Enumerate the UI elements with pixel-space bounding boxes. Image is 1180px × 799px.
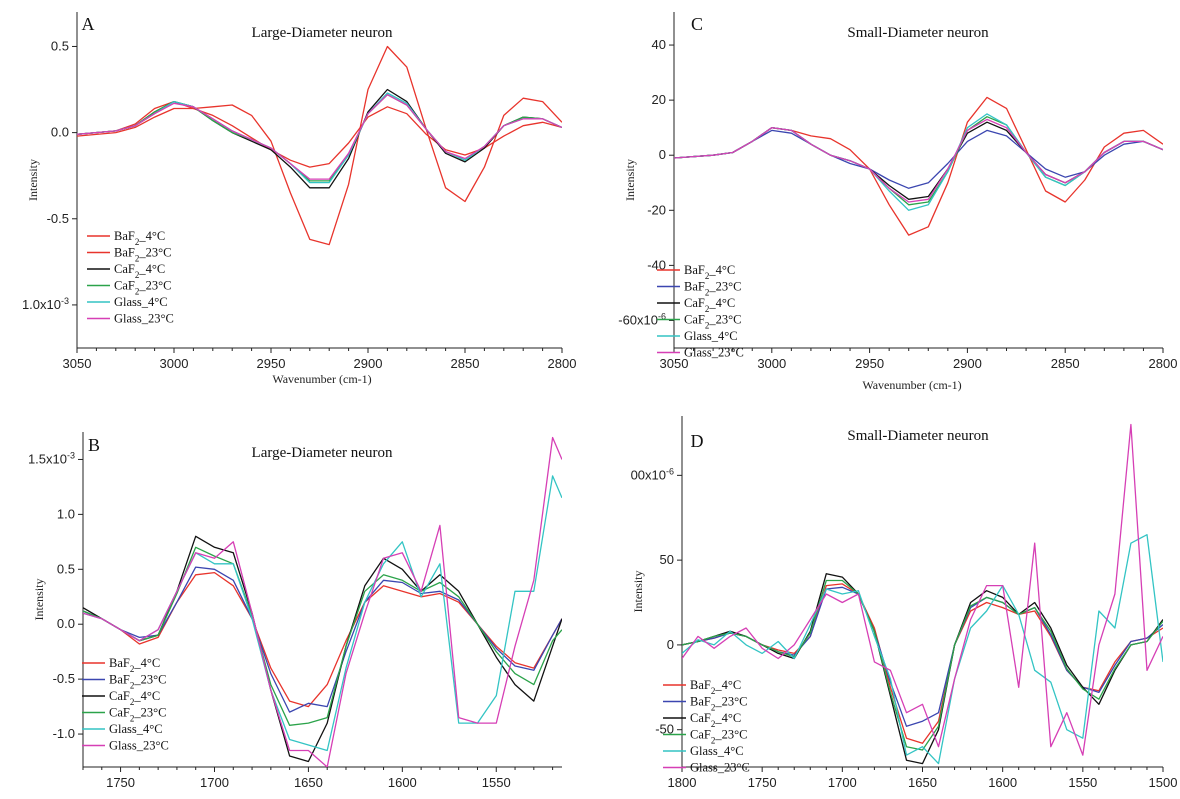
panel-d-legend-label: BaF2_4°C (690, 678, 741, 696)
panel-c-y-tick-label: 0 (659, 147, 666, 162)
panel-a-x-tick-label: 2950 (257, 356, 286, 371)
panel-c-letter: C (691, 14, 703, 34)
panel-b-y-tick-label: 0.5 (57, 561, 75, 576)
panel-d-x-tick-label: 1550 (1068, 775, 1097, 790)
panel-c-y-tick-label: -20 (647, 202, 666, 217)
panel-c-series-line (674, 130, 1163, 188)
panel-a-x-tick-label: 2900 (354, 356, 383, 371)
panel-d-y-tick-label: 50 (660, 552, 674, 567)
panel-a-x-tick-label: 2800 (548, 356, 577, 371)
panel-c-x-tick-label: 2900 (953, 356, 982, 371)
panel-b-y-tick-label: 0.0 (57, 616, 75, 631)
panel-a-legend-label: Glass_23°C (114, 312, 174, 326)
panel-d-legend-label: CaF2_4°C (690, 711, 741, 729)
panel-c-x-tick-label: 2950 (855, 356, 884, 371)
panel-d-title: Small-Diameter neuron (847, 428, 989, 444)
panel-c-series-line (674, 117, 1163, 205)
panel-d-y-tick-label: 00x10-6 (631, 466, 674, 482)
panel-a-y-tick-label: 0.0 (51, 125, 69, 140)
panel-d-x-tick-label: 1700 (828, 775, 857, 790)
panel-c-legend-label: CaF2_4°C (684, 296, 735, 314)
panel-c-legend-label: CaF2_23°C (684, 313, 741, 331)
panel-b-legend-label: BaF2_4°C (109, 656, 160, 674)
panel-c-series-line (674, 114, 1163, 210)
panel-a-legend-label: CaF2_4°C (114, 262, 165, 280)
panel-d-x-tick-label: 1600 (988, 775, 1017, 790)
panel-a-x-tick-label: 3050 (63, 356, 92, 371)
panel-d-y-tick-label: 0 (667, 637, 674, 652)
panel-c-y-tick-label: 40 (652, 37, 666, 52)
panel-a-y-tick-label: -0.5 (47, 211, 69, 226)
panel-b-letter: B (88, 435, 100, 455)
panel-a-x-axis-label: Wavenumber (cm-1) (272, 372, 371, 386)
panel-d-x-tick-label: 1750 (748, 775, 777, 790)
panel-b-legend-label: Glass_23°C (109, 739, 169, 753)
panel-b-legend-label: CaF2_23°C (109, 706, 166, 724)
panel-a-x-tick-label: 2850 (451, 356, 480, 371)
panel-d-x-tick-label: 1650 (908, 775, 937, 790)
panel-a-series-line (77, 95, 562, 181)
panel-b-x-tick-label: 1600 (388, 775, 417, 790)
panel-b-x-tick-label: 1700 (200, 775, 229, 790)
panel-a-x-tick-label: 3000 (160, 356, 189, 371)
panel-d-series-line (682, 574, 1163, 764)
panel-b-legend-label: BaF2_23°C (109, 673, 166, 691)
panel-b-y-tick-label: -1.0 (53, 726, 75, 741)
panel-c-series-line (674, 122, 1163, 199)
panel-c-x-tick-label: 2850 (1051, 356, 1080, 371)
panel-b-y-tick-label: 1.5x10-3 (28, 450, 75, 466)
panel-b-title: Large-Diameter neuron (252, 445, 393, 461)
panel-d-series-line (682, 425, 1163, 756)
panel-c-y-axis-label: Intensity (623, 159, 637, 201)
panel-c-x-axis-label: Wavenumber (cm-1) (862, 378, 961, 392)
panel-d-series-line (682, 584, 1163, 743)
panel-c-legend-label: BaF2_4°C (684, 263, 735, 281)
panel-d-legend-label: CaF2_23°C (690, 728, 747, 746)
panel-b-legend-label: CaF2_4°C (109, 689, 160, 707)
panel-a-series-line (77, 95, 562, 179)
panel-b-x-tick-label: 1650 (294, 775, 323, 790)
panel-c-legend-label: Glass_23°C (684, 346, 744, 360)
panel-d-x-tick-label: 1500 (1149, 775, 1178, 790)
panel-a-legend-label: BaF2_23°C (114, 246, 171, 264)
panel-a-y-tick-label: 1.0x10-3 (22, 296, 69, 312)
panel-a-y-axis-label: Intensity (26, 159, 40, 201)
panel-b-y-axis-label: Intensity (32, 579, 46, 621)
panel-d-y-axis-label: Intensity (631, 571, 645, 613)
panel-a-series-line (77, 90, 562, 188)
panel-d-legend-label: Glass_4°C (690, 744, 744, 758)
panel-a-y-tick-label: 0.5 (51, 38, 69, 53)
panel-a-legend-label: Glass_4°C (114, 295, 168, 309)
panel-a-legend-label: BaF2_4°C (114, 229, 165, 247)
panel-b-x-tick-label: 1750 (106, 775, 135, 790)
panel-a-letter: A (82, 14, 95, 34)
panel-d-letter: D (691, 431, 704, 451)
panel-c-legend-label: BaF2_23°C (684, 280, 741, 298)
panel-c-series-line (674, 119, 1163, 202)
panel-c-title: Small-Diameter neuron (847, 25, 989, 41)
panel-d-legend-label: Glass_23°C (690, 761, 750, 775)
panel-c-y-tick-label: 20 (652, 92, 666, 107)
panel-a-legend-label: CaF2_23°C (114, 279, 171, 297)
panel-d-series-line (682, 581, 1163, 751)
panel-c-legend-label: Glass_4°C (684, 329, 738, 343)
panel-d-x-tick-label: 1800 (668, 775, 697, 790)
panel-d-legend-label: BaF2_23°C (690, 695, 747, 713)
panel-c-x-tick-label: 3000 (757, 356, 786, 371)
panel-c-x-tick-label: 2800 (1149, 356, 1178, 371)
panel-d-series-line (682, 535, 1163, 764)
panel-b-y-tick-label: 1.0 (57, 506, 75, 521)
panel-b-legend-label: Glass_4°C (109, 722, 163, 736)
panel-a-series-line (77, 93, 562, 183)
panel-a-title: Large-Diameter neuron (252, 25, 393, 41)
panel-b-y-tick-label: -0.5 (53, 671, 75, 686)
panel-b-x-tick-label: 1550 (482, 775, 511, 790)
